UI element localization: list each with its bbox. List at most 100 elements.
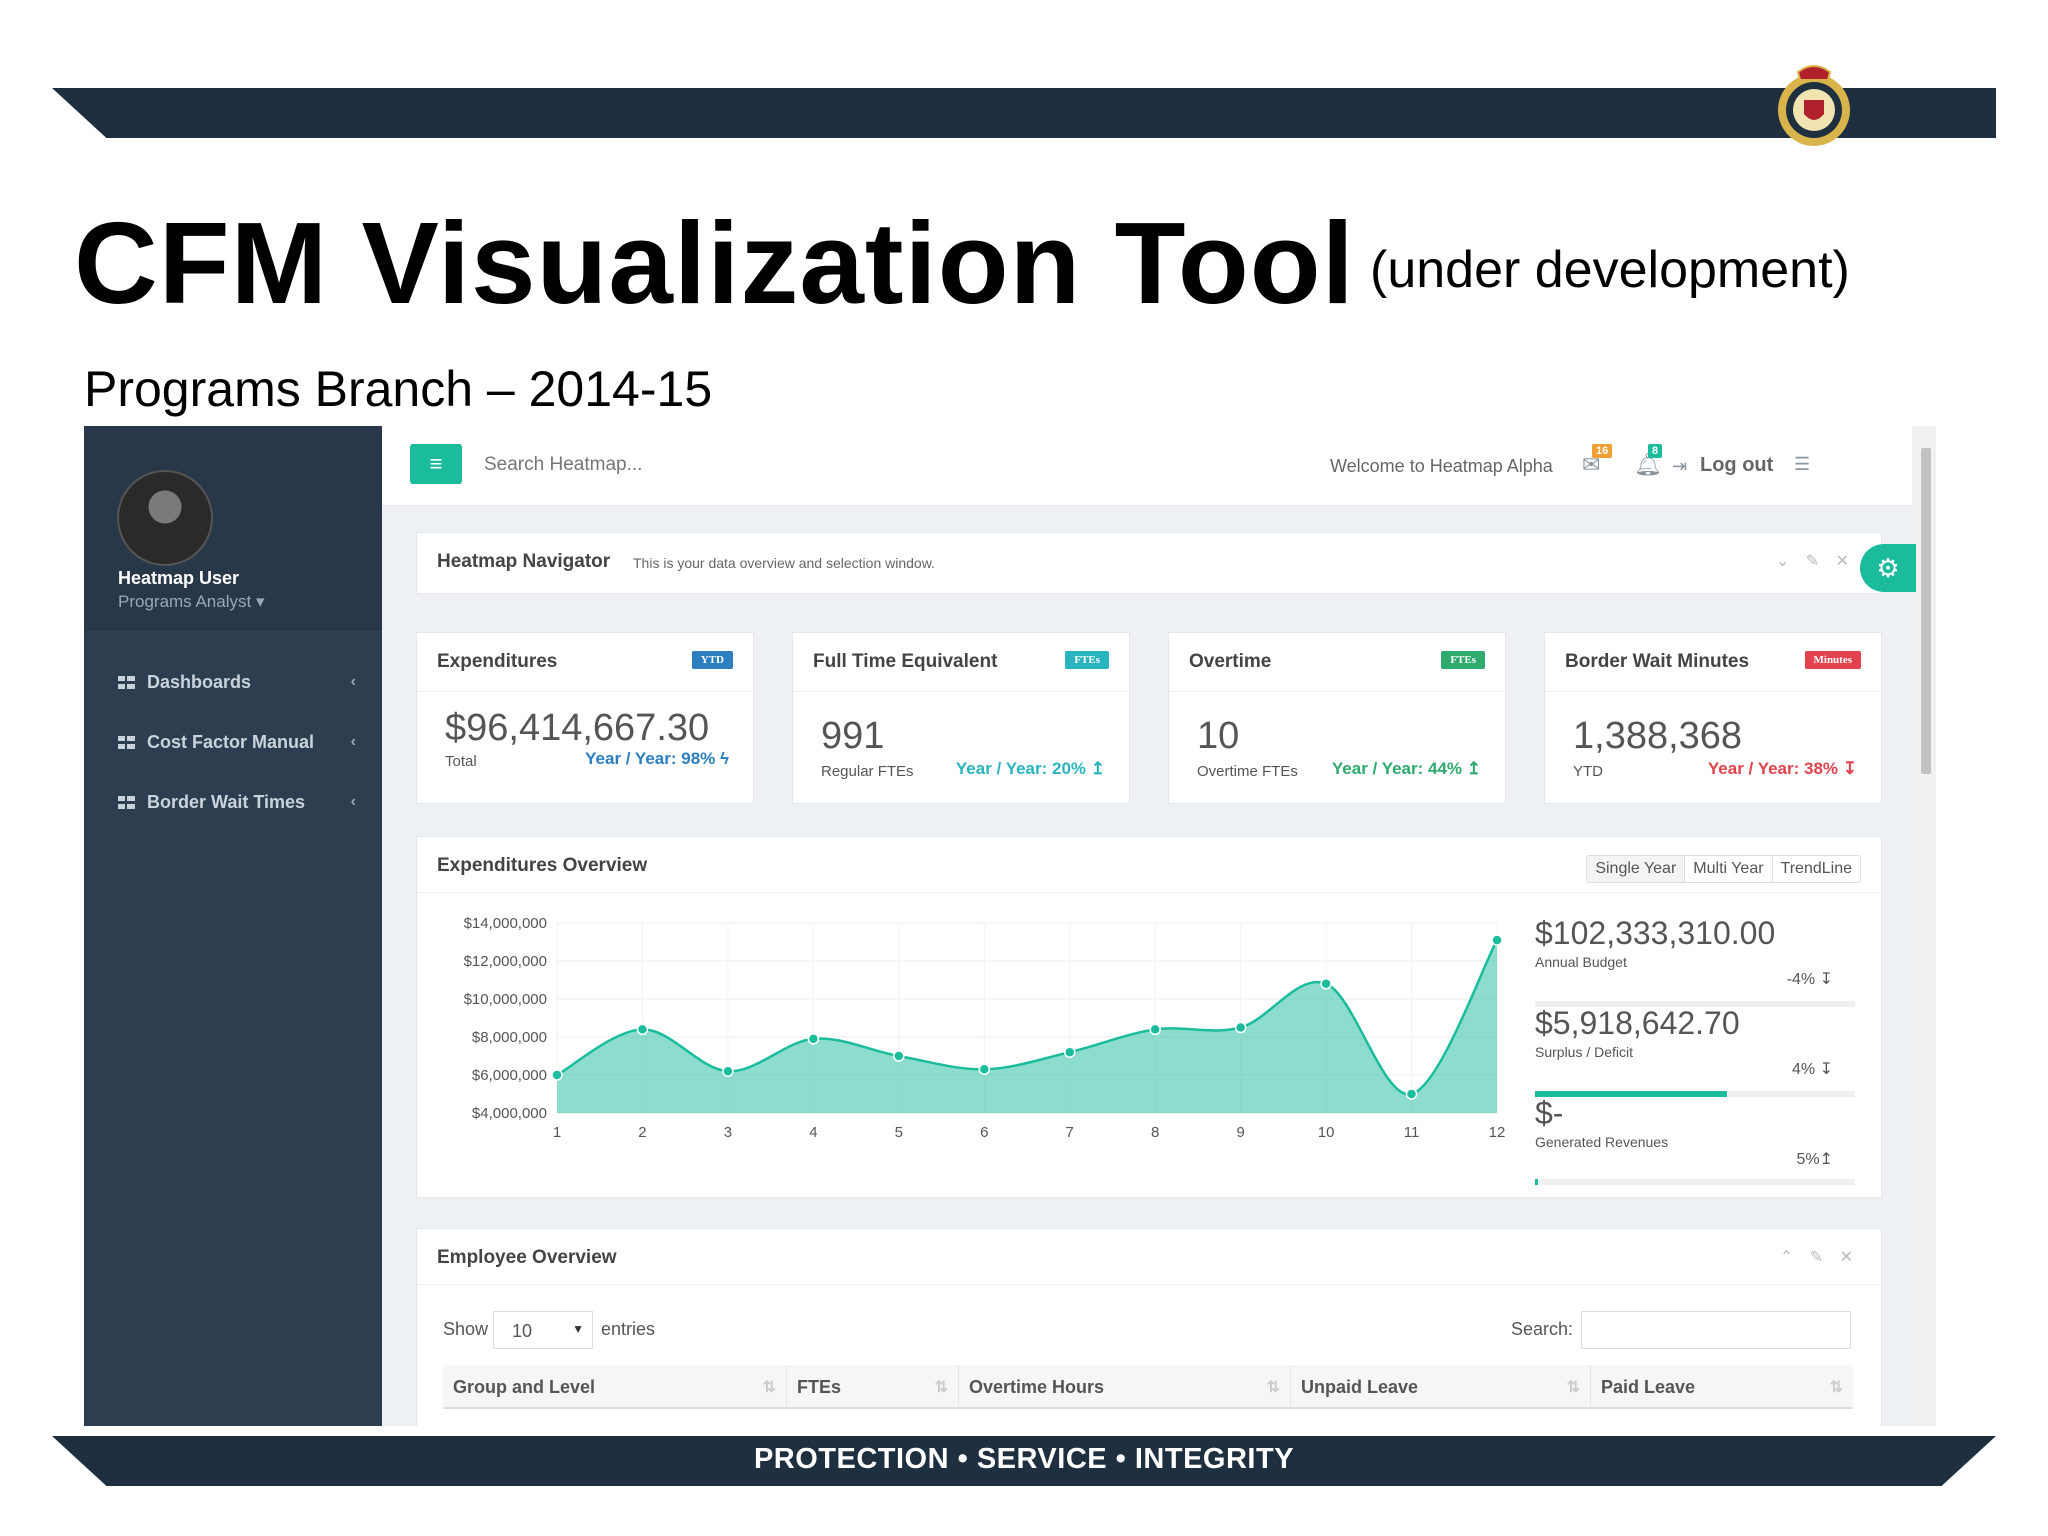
tab-trendline[interactable]: TrendLine: [1771, 856, 1860, 882]
stat-value: 991: [821, 715, 885, 757]
data-point: [1234, 1021, 1247, 1034]
panel-description: This is your data overview and selection…: [633, 555, 935, 571]
tab-multi-year[interactable]: Multi Year: [1684, 856, 1771, 882]
y-tick-label: $14,000,000: [464, 915, 547, 932]
stat-label: Regular FTEs: [821, 763, 914, 780]
data-point: [1491, 934, 1503, 946]
panel-tools[interactable]: ⌃ ✎ ✕: [1779, 1249, 1859, 1266]
column-paid-leave[interactable]: Paid Leave ⇅: [1601, 1377, 1843, 1397]
x-tick-label: 9: [1236, 1124, 1244, 1141]
x-tick-label: 8: [1151, 1124, 1159, 1141]
x-tick-label: 6: [980, 1124, 988, 1141]
stat-title: Border Wait Minutes: [1565, 651, 1750, 672]
column-group-level[interactable]: Group and Level ⇅: [443, 1365, 787, 1407]
sidebar-item-label: Border Wait Times: [147, 791, 306, 812]
stat-title: Overtime: [1189, 651, 1272, 672]
y-tick-label: $6,000,000: [472, 1067, 547, 1084]
panel-title: Heatmap Navigator: [437, 551, 611, 572]
panel-tools[interactable]: ⌄ ✎ ✕: [1775, 553, 1855, 570]
scrollbar[interactable]: [1916, 426, 1936, 1426]
kpi-value: $-: [1535, 1095, 1564, 1131]
avatar[interactable]: [117, 470, 213, 566]
kpi-percent: 5%↥: [1796, 1151, 1833, 1168]
sidebar-item-label: Dashboards: [147, 671, 252, 692]
bottom-banner: [52, 1436, 1996, 1486]
kpi-surplus-deficit: $5,918,642.70 Surplus / Deficit 4% ↧: [1535, 1005, 1855, 1097]
stat-trend: Year / Year: 44% ↥: [1331, 759, 1481, 778]
kpi-generated-revenues: $- Generated Revenues 5%↥: [1535, 1095, 1855, 1185]
y-tick-label: $10,000,000: [464, 991, 547, 1008]
mail-icon[interactable]: ✉: [1582, 452, 1601, 477]
show-label: Show: [443, 1319, 489, 1339]
logout-icon: ⇥: [1672, 456, 1688, 476]
tab-single-year[interactable]: Single Year: [1587, 856, 1685, 882]
data-point: [722, 1065, 734, 1077]
employee-overview-panel: Employee Overview ⌃ ✎ ✕ Show 10 ▼ entrie…: [416, 1228, 1882, 1426]
kpi-progress: [1535, 1179, 1855, 1185]
user-role-dropdown[interactable]: Programs Analyst ▾: [118, 592, 265, 611]
data-point: [893, 1050, 905, 1062]
entries-select[interactable]: 10 ▼: [493, 1311, 593, 1349]
view-toggle: Single Year Multi Year TrendLine: [1586, 855, 1861, 883]
expenditures-overview-panel: Expenditures Overview Single Year Multi …: [416, 836, 1882, 1198]
x-tick-label: 4: [809, 1124, 817, 1141]
slide-heading: Programs Branch – 2014-15: [84, 361, 713, 417]
y-tick-label: $12,000,000: [464, 953, 547, 970]
sidebar: Heatmap User Programs Analyst ▾ Dashboar…: [84, 426, 382, 1426]
data-point: [978, 1063, 991, 1076]
series-line: [556, 939, 1499, 1096]
logout-link[interactable]: Log out: [1700, 454, 1774, 476]
column-overtime-hours[interactable]: Overtime Hours ⇅: [959, 1365, 1291, 1407]
top-navbar: ≡ Welcome to Heatmap Alpha ✉ 16 🔔︎ 8 ⇥ L…: [382, 426, 1912, 506]
x-tick-label: 5: [895, 1124, 903, 1141]
data-point: [1063, 1046, 1076, 1058]
stat-tag: FTEs: [1065, 651, 1109, 669]
search-input[interactable]: [484, 454, 784, 476]
sidebar-item-dashboards[interactable]: Dashboards ‹: [84, 652, 382, 712]
stat-tag: FTEs: [1441, 651, 1485, 669]
stat-label: Overtime FTEs: [1197, 763, 1298, 780]
slide-title: CFM Visualization Tool: [74, 198, 1355, 328]
welcome-text: Welcome to Heatmap Alpha: [1330, 456, 1553, 476]
caret-down-icon: ▼: [572, 1322, 584, 1336]
data-point: [551, 1069, 563, 1081]
gear-icon[interactable]: ⚙: [1860, 544, 1916, 592]
entries-select-value: 10: [512, 1321, 533, 1341]
y-tick-label: $8,000,000: [472, 1029, 547, 1046]
y-tick-label: $4,000,000: [472, 1105, 547, 1122]
chevron-left-icon: ‹: [350, 793, 356, 810]
sidebar-item-cost-factor-manual[interactable]: Cost Factor Manual ‹: [84, 712, 382, 772]
data-point: [807, 1033, 820, 1045]
column-unpaid-leave[interactable]: Unpaid Leave ⇅: [1291, 1365, 1591, 1407]
x-tick-label: 12: [1489, 1124, 1506, 1141]
grid-icon: [118, 675, 135, 689]
panel-title: Employee Overview: [437, 1247, 617, 1268]
heatmap-navigator-panel: Heatmap Navigator This is your data over…: [416, 532, 1882, 594]
sidebar-item-border-wait-times[interactable]: Border Wait Times ‹: [84, 772, 382, 832]
x-tick-label: 2: [638, 1124, 646, 1141]
stat-card-fte: Full Time Equivalent FTEs 991 Regular FT…: [792, 632, 1130, 804]
stat-label: YTD: [1573, 763, 1603, 780]
data-point: [1149, 1023, 1161, 1036]
kpi-value: $102,333,310.00: [1535, 915, 1776, 951]
table-search-input[interactable]: [1581, 1311, 1851, 1349]
x-tick-label: 10: [1318, 1124, 1335, 1141]
table-header: Group and Level ⇅ FTEs ⇅ Overtime Hours ⇅ U…: [443, 1365, 1853, 1409]
top-banner: [52, 88, 1996, 138]
kpi-progress: [1535, 1001, 1855, 1007]
stat-label: Total: [445, 753, 477, 770]
stat-value: $96,414,667.30: [445, 707, 710, 749]
column-ftes[interactable]: FTEs ⇅: [787, 1365, 959, 1407]
stat-tag: Minutes: [1804, 651, 1861, 669]
menu-toggle-button[interactable]: ≡: [410, 444, 462, 484]
user-panel: Heatmap User Programs Analyst ▾: [84, 426, 382, 630]
kpi-label: Generated Revenues: [1535, 1134, 1669, 1150]
dashboard-screenshot: Heatmap User Programs Analyst ▾ Dashboar…: [84, 426, 1936, 1426]
sort-icon: ⇅: [934, 1379, 948, 1396]
search-label: Search:: [1511, 1319, 1574, 1339]
grid-icon: [118, 795, 135, 809]
chevron-left-icon: ‹: [350, 733, 356, 750]
settings-list-icon[interactable]: ☰: [1794, 454, 1811, 474]
scrollbar-thumb[interactable]: [1921, 448, 1931, 774]
expenditures-area-chart: $14,000,000 $12,000,000 $10,000,000 $8,000,…: [464, 915, 1506, 1141]
